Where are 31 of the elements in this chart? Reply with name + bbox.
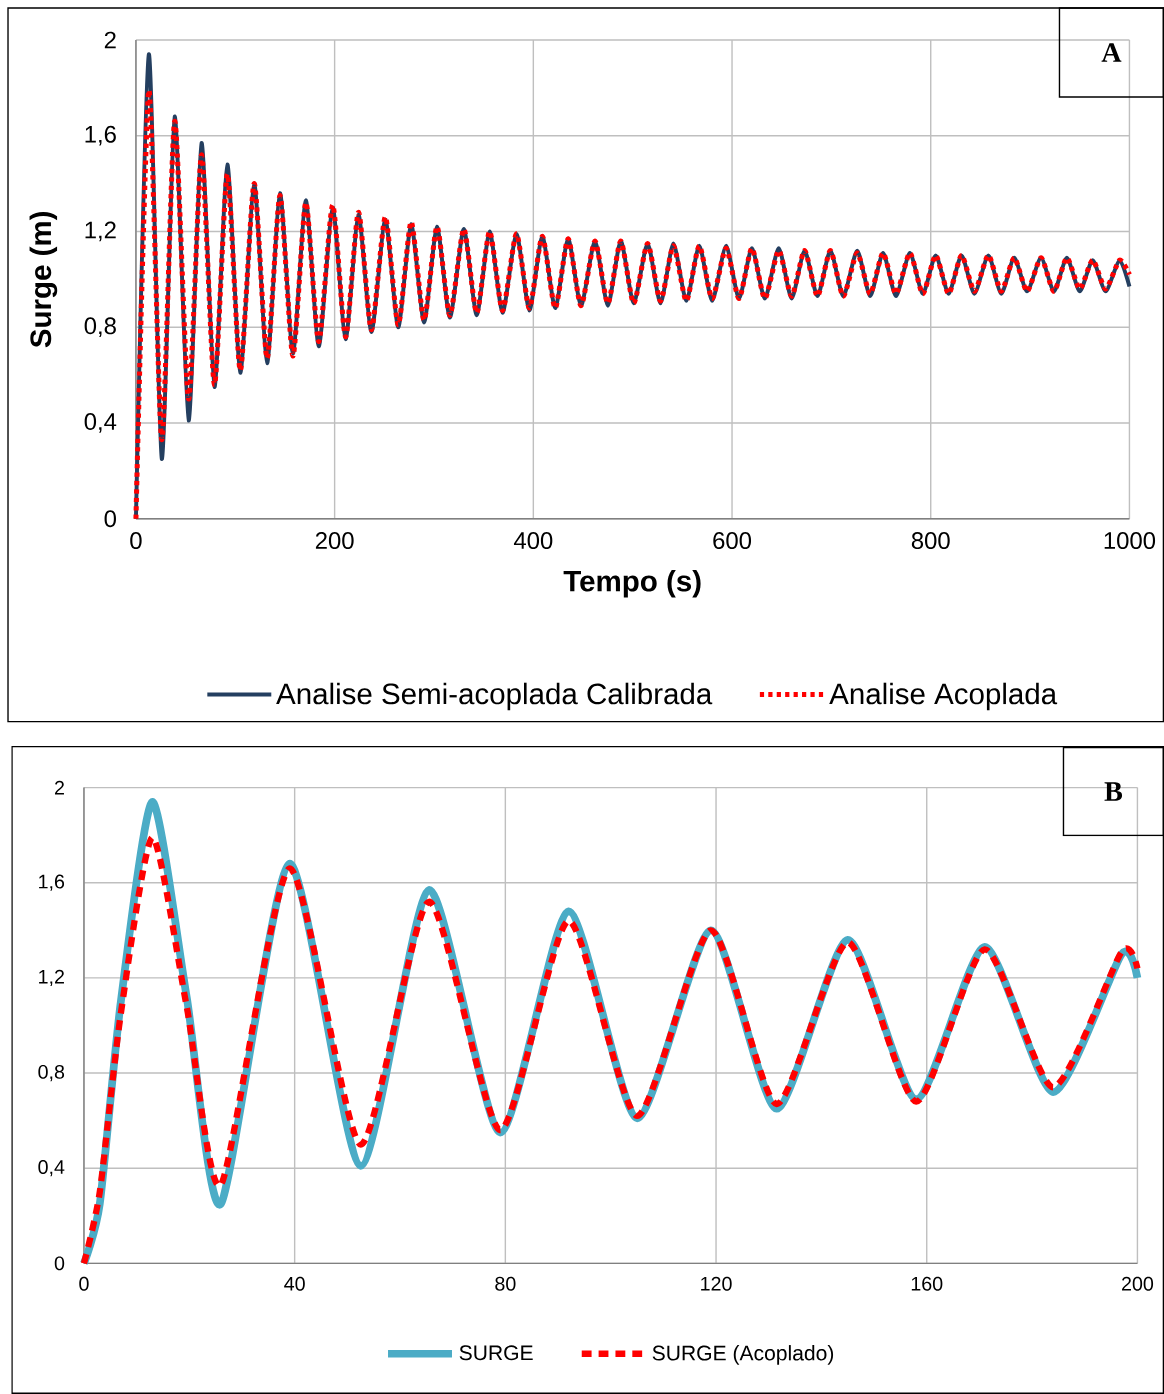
x-tick-label: 160 <box>911 1276 943 1291</box>
x-tick-label: 1000 <box>1104 532 1156 550</box>
y-tick-label: 0 <box>104 510 116 528</box>
y-tick-label: 0,4 <box>84 413 117 433</box>
x-tick-label: 120 <box>701 1276 732 1291</box>
y-tick-label: 0,8 <box>38 1064 65 1082</box>
annotation: A <box>1101 43 1122 62</box>
y-tick-label: 1,2 <box>85 221 116 242</box>
x-tick-label: 200 <box>1121 1276 1154 1291</box>
y-tick-label: 0 <box>54 1256 65 1271</box>
y-tick-label: 2 <box>54 780 64 795</box>
legend-label: SURGE (Acoplado) <box>652 1345 834 1365</box>
x-tick-label: 80 <box>495 1276 516 1291</box>
y-tick-label: 0,4 <box>38 1160 65 1177</box>
legend-label: Analise Acoplada <box>829 682 1058 711</box>
y-tick-label: 1,6 <box>85 125 116 146</box>
legend-label: Analise Semi-acoplada Calibrada <box>276 682 713 711</box>
y-tick-label: 2 <box>104 31 116 49</box>
x-tick-label: 400 <box>513 532 553 550</box>
x-axis-title: Tempo (s) <box>563 569 701 598</box>
x-tick-label: 800 <box>911 532 950 550</box>
annotation: B <box>1104 782 1122 801</box>
legend-label: SURGE <box>459 1345 533 1361</box>
x-tick-label: 600 <box>713 532 751 550</box>
x-tick-label: 200 <box>315 532 354 550</box>
y-axis-title: Surge (m) <box>29 212 58 348</box>
y-tick-label: 1,6 <box>39 874 65 891</box>
x-tick-label: 0 <box>130 532 142 550</box>
x-tick-label: 40 <box>284 1276 305 1291</box>
y-tick-label: 0,8 <box>84 317 116 338</box>
y-tick-label: 1,2 <box>39 969 64 987</box>
